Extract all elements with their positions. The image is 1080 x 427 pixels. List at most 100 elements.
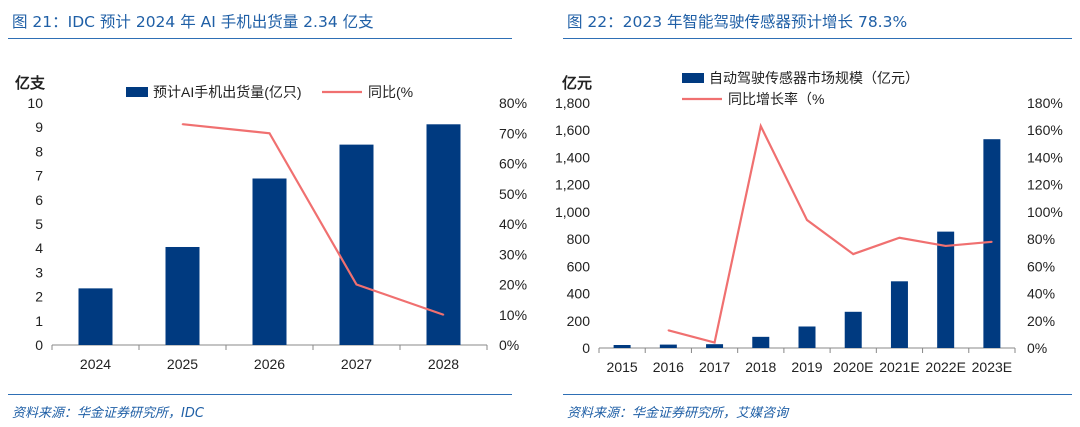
figure-title: 图 21：IDC 预计 2024 年 AI 手机出货量 2.34 亿支 xyxy=(12,13,374,31)
bar xyxy=(983,139,1001,348)
bar xyxy=(252,178,287,345)
bar xyxy=(78,288,113,345)
y-left-tick-label: 1,800 xyxy=(555,95,590,111)
y-right-tick-label: 30% xyxy=(499,246,527,262)
title-divider xyxy=(8,38,512,39)
y-right-tick-label: 160% xyxy=(1027,122,1063,138)
growth-point xyxy=(944,245,947,247)
x-tick-label: 2017 xyxy=(699,359,730,375)
y-right-tick-label: 40% xyxy=(499,216,527,232)
combo-chart-adas-sensor: 亿元 0 200 400 600 800 1,000 1,200 1,400 1,600 1,800… xyxy=(555,70,1063,375)
legend-line-label: 同比增长率（% xyxy=(728,91,824,107)
legend-bar-label: 预计AI手机出货量(亿只) xyxy=(153,84,302,100)
source-divider xyxy=(563,394,1072,395)
bar xyxy=(752,336,770,348)
y-right-tick-label: 0% xyxy=(499,337,519,353)
y-left-tick-label: 8 xyxy=(35,143,43,159)
y-left-tick-label: 0 xyxy=(582,340,590,356)
bar xyxy=(613,345,631,348)
y-left-tick-label: 1,600 xyxy=(555,122,590,138)
x-tick-label: 2022E xyxy=(925,359,965,375)
y-left-tick-label: 10 xyxy=(27,95,43,111)
bar xyxy=(844,311,862,348)
y-left-tick-label: 1,000 xyxy=(555,204,590,220)
x-tick-label: 2018 xyxy=(745,359,776,375)
x-tick-label: 2027 xyxy=(341,356,372,372)
bar xyxy=(706,344,724,348)
bar xyxy=(937,231,955,348)
y-left-tick-label: 200 xyxy=(567,313,591,329)
y-right-tick-label: 20% xyxy=(1027,313,1055,329)
x-tick-label: 2028 xyxy=(428,356,459,372)
bar xyxy=(659,344,677,348)
growth-point xyxy=(991,241,993,243)
growth-point xyxy=(355,283,358,286)
source-note: 资料来源：华金证券研究所，IDC xyxy=(12,406,204,421)
y-left-tick-label: 4 xyxy=(35,240,43,256)
y-left-tick-label: 1 xyxy=(35,313,43,329)
x-tick-label: 2026 xyxy=(254,356,285,372)
chart-panel-right: 图 22：2023 年智能驾驶传感器预计增长 78.3% 亿元 0 200 400 60… xyxy=(555,0,1080,427)
y-right-tick-label: 0% xyxy=(1027,340,1047,356)
legend-line-label: 同比(% xyxy=(368,84,413,100)
bar xyxy=(339,144,374,345)
growth-point xyxy=(181,123,184,125)
x-tick-label: 2025 xyxy=(167,356,198,372)
x-tick-label: 2021E xyxy=(879,359,919,375)
x-tick-label: 2019 xyxy=(791,359,822,375)
source-divider xyxy=(8,394,512,395)
y-left-tick-label: 6 xyxy=(35,192,43,208)
x-tick-label: 2016 xyxy=(653,359,684,375)
bar xyxy=(890,281,908,348)
growth-point xyxy=(806,219,808,221)
source-note: 资料来源：华金证券研究所，艾媒咨询 xyxy=(567,406,789,421)
y-left-tick-label: 2 xyxy=(35,289,43,305)
bar xyxy=(798,326,816,348)
y-right-tick-label: 20% xyxy=(499,277,527,293)
growth-line xyxy=(668,122,992,344)
y-right-tick-label: 120% xyxy=(1027,177,1063,193)
growth-line xyxy=(182,123,444,316)
growth-point xyxy=(713,341,716,344)
x-tick-label: 2015 xyxy=(607,359,638,375)
y-left-tick-label: 1,200 xyxy=(555,177,590,193)
y-right-tick-label: 10% xyxy=(499,307,527,323)
y-right-tick-label: 50% xyxy=(499,186,527,202)
y-right-tick-label: 40% xyxy=(1027,286,1055,302)
y-right-tick-label: 180% xyxy=(1027,95,1063,111)
y-axis-unit-label: 亿支 xyxy=(15,74,46,92)
growth-point xyxy=(442,313,445,316)
y-left-tick-label: 600 xyxy=(567,258,591,274)
bar xyxy=(426,124,461,346)
y-left-tick-label: 800 xyxy=(567,231,591,247)
x-tick-label: 2020E xyxy=(833,359,873,375)
y-left-tick-label: 3 xyxy=(35,264,43,280)
y-right-tick-label: 80% xyxy=(1027,231,1055,247)
bar xyxy=(165,246,200,345)
title-divider xyxy=(563,38,1072,39)
chart-panel-left: 图 21：IDC 预计 2024 年 AI 手机出货量 2.34 亿支 亿支 0 1… xyxy=(0,0,527,427)
y-left-tick-label: 1,400 xyxy=(555,149,590,165)
legend-bar-label: 自动驾驶传感器市场规模（亿元） xyxy=(709,70,919,86)
y-right-tick-label: 100% xyxy=(1027,204,1063,220)
y-axis-unit-label: 亿元 xyxy=(562,74,592,92)
growth-point xyxy=(759,125,762,127)
x-tick-label: 2023E xyxy=(972,359,1012,375)
legend-bar-swatch xyxy=(126,87,148,97)
y-right-tick-label: 140% xyxy=(1027,149,1063,165)
growth-point xyxy=(667,329,670,332)
x-tick-label: 2024 xyxy=(80,356,111,372)
y-right-tick-label: 60% xyxy=(1027,258,1055,274)
y-left-tick-label: 9 xyxy=(35,119,43,135)
combo-chart-ai-phone: 亿支 0 1 2 3 4 5 6 7 8 9 10 0% 10% 20% 30% 40% 50% 60% 70% 80%… xyxy=(15,74,527,372)
y-left-tick-label: 5 xyxy=(35,216,43,232)
y-left-tick-label: 7 xyxy=(35,168,43,184)
y-right-tick-label: 80% xyxy=(499,95,527,111)
y-left-tick-label: 0 xyxy=(35,337,43,353)
y-right-tick-label: 60% xyxy=(499,156,527,172)
figure-title: 图 22：2023 年智能驾驶传感器预计增长 78.3% xyxy=(567,13,908,31)
legend-bar-swatch xyxy=(682,73,704,83)
y-left-tick-label: 400 xyxy=(567,286,591,302)
growth-point xyxy=(268,132,271,135)
growth-point xyxy=(898,236,901,239)
